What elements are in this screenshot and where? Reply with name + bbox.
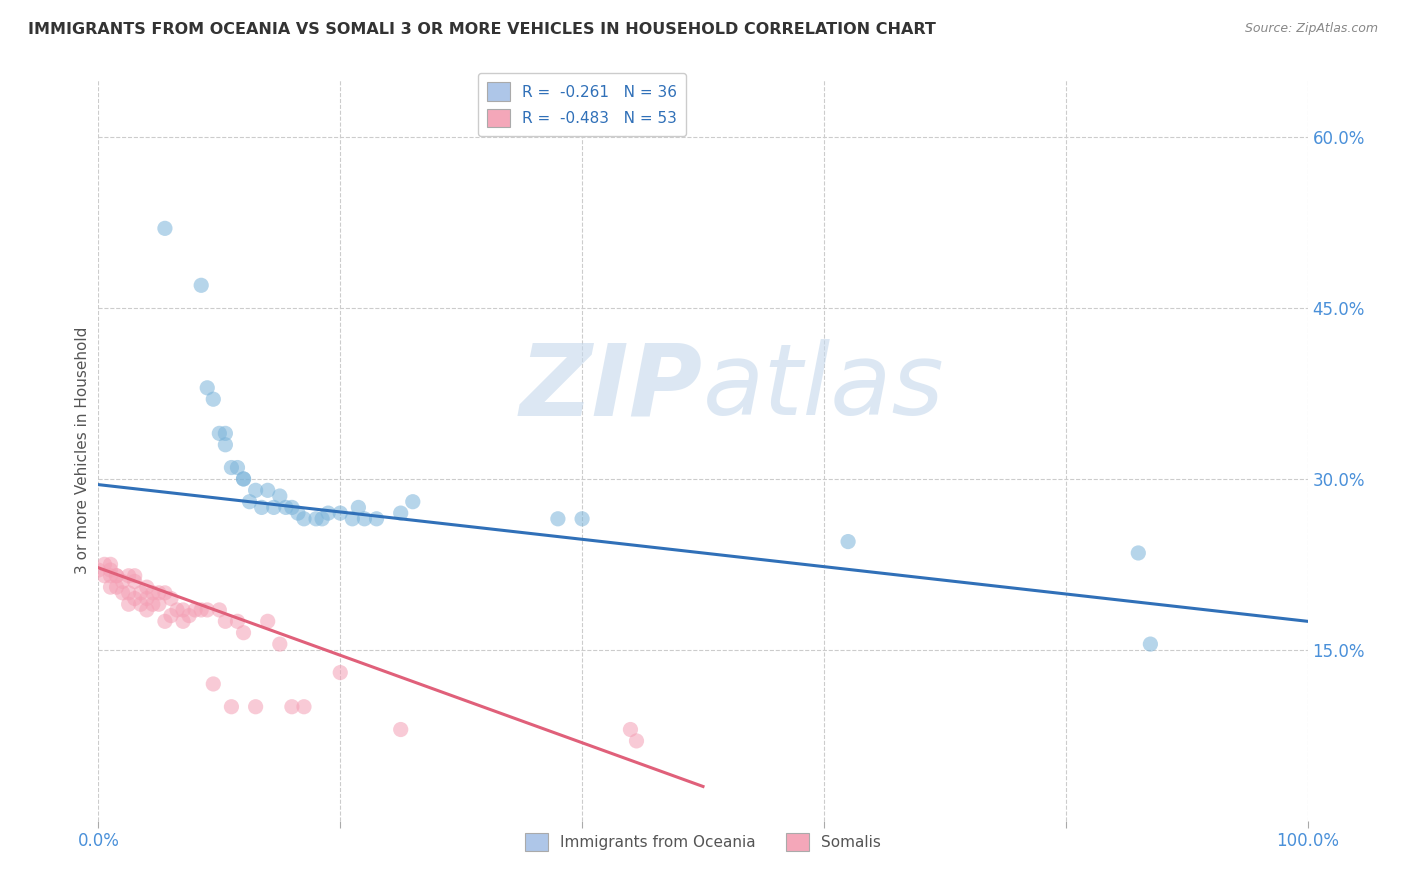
Point	[269, 637, 291, 651]
Point	[214, 426, 236, 441]
Point	[226, 460, 249, 475]
Point	[239, 494, 262, 508]
Point	[281, 500, 304, 515]
Point	[226, 615, 249, 629]
Point	[184, 603, 207, 617]
Point	[250, 500, 273, 515]
Point	[118, 586, 141, 600]
Point	[329, 506, 352, 520]
Point	[347, 500, 370, 515]
Point	[100, 568, 122, 582]
Point	[292, 699, 315, 714]
Point	[402, 494, 425, 508]
Point	[221, 699, 243, 714]
Point	[366, 512, 388, 526]
Point	[148, 597, 170, 611]
Point	[129, 586, 152, 600]
Point	[1139, 637, 1161, 651]
Point	[263, 500, 285, 515]
Point	[135, 580, 157, 594]
Point	[124, 568, 146, 582]
Point	[190, 278, 212, 293]
Point	[353, 512, 375, 526]
Point	[214, 438, 236, 452]
Point	[148, 586, 170, 600]
Point	[292, 512, 315, 526]
Text: Source: ZipAtlas.com: Source: ZipAtlas.com	[1244, 22, 1378, 36]
Point	[274, 500, 297, 515]
Point	[571, 512, 593, 526]
Point	[118, 568, 141, 582]
Point	[153, 221, 176, 235]
Point	[153, 586, 176, 600]
Point	[245, 699, 267, 714]
Point	[111, 586, 134, 600]
Point	[111, 574, 134, 589]
Point	[305, 512, 328, 526]
Point	[105, 568, 128, 582]
Point	[311, 512, 333, 526]
Point	[195, 381, 218, 395]
Point	[256, 483, 278, 498]
Point	[87, 563, 110, 577]
Point	[232, 625, 254, 640]
Point	[93, 558, 115, 572]
Point	[135, 603, 157, 617]
Point	[221, 460, 243, 475]
Point	[202, 392, 225, 407]
Point	[100, 558, 122, 572]
Point	[124, 574, 146, 589]
Point	[93, 568, 115, 582]
Point	[342, 512, 364, 526]
Point	[619, 723, 641, 737]
Point	[389, 723, 412, 737]
Text: ZIP: ZIP	[520, 339, 703, 436]
Point	[202, 677, 225, 691]
Point	[208, 603, 231, 617]
Text: IMMIGRANTS FROM OCEANIA VS SOMALI 3 OR MORE VEHICLES IN HOUSEHOLD CORRELATION CH: IMMIGRANTS FROM OCEANIA VS SOMALI 3 OR M…	[28, 22, 936, 37]
Point	[316, 506, 339, 520]
Point	[100, 563, 122, 577]
Point	[190, 603, 212, 617]
Point	[195, 603, 218, 617]
Point	[245, 483, 267, 498]
Text: atlas: atlas	[703, 339, 945, 436]
Point	[626, 734, 648, 748]
Point	[135, 591, 157, 606]
Legend: Immigrants from Oceania, Somalis: Immigrants from Oceania, Somalis	[519, 827, 887, 857]
Point	[118, 597, 141, 611]
Point	[547, 512, 569, 526]
Point	[837, 534, 859, 549]
Point	[172, 603, 194, 617]
Point	[256, 615, 278, 629]
Point	[287, 506, 309, 520]
Point	[208, 426, 231, 441]
Point	[166, 603, 188, 617]
Point	[281, 699, 304, 714]
Point	[232, 472, 254, 486]
Point	[329, 665, 352, 680]
Point	[172, 615, 194, 629]
Point	[105, 580, 128, 594]
Point	[129, 597, 152, 611]
Y-axis label: 3 or more Vehicles in Household: 3 or more Vehicles in Household	[75, 326, 90, 574]
Point	[232, 472, 254, 486]
Point	[142, 597, 165, 611]
Point	[179, 608, 201, 623]
Point	[214, 615, 236, 629]
Point	[124, 591, 146, 606]
Point	[1128, 546, 1150, 560]
Point	[389, 506, 412, 520]
Point	[160, 608, 183, 623]
Point	[269, 489, 291, 503]
Point	[105, 568, 128, 582]
Point	[142, 586, 165, 600]
Point	[160, 591, 183, 606]
Point	[153, 615, 176, 629]
Point	[100, 580, 122, 594]
